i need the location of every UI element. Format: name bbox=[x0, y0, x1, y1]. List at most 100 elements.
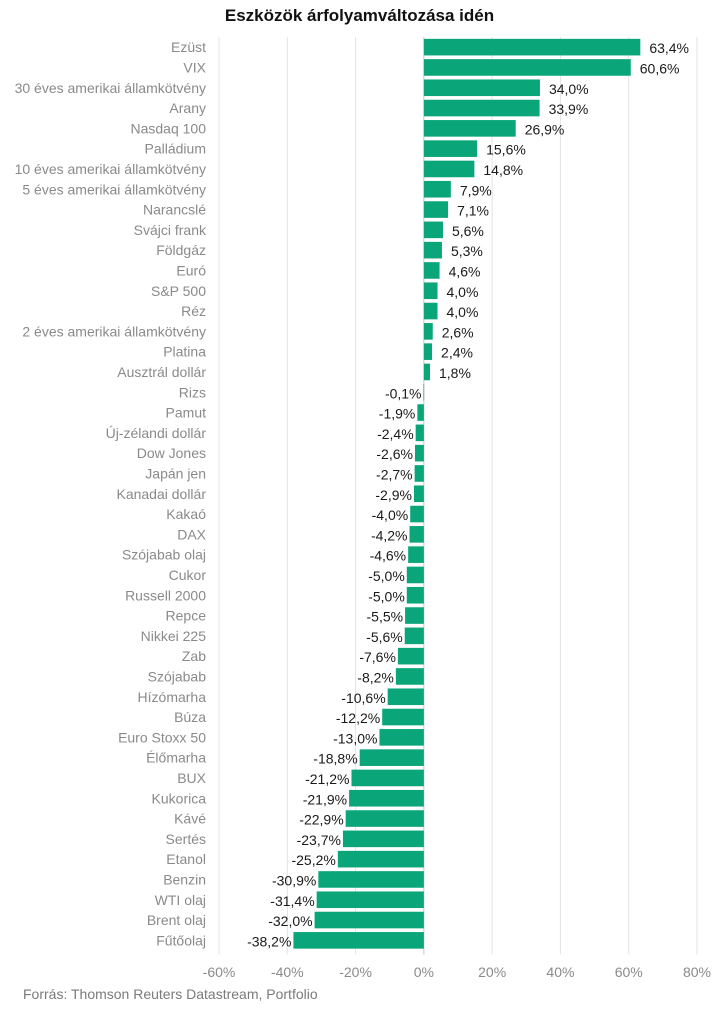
x-tick-label: 0% bbox=[414, 964, 434, 980]
x-tick-label: -20% bbox=[339, 964, 372, 980]
data-label: 4,0% bbox=[447, 284, 479, 300]
bar bbox=[410, 505, 424, 523]
category-label: 5 éves amerikai államkötvény bbox=[22, 181, 206, 197]
data-label: 26,9% bbox=[525, 121, 565, 137]
bar bbox=[408, 546, 424, 563]
bar bbox=[413, 485, 424, 503]
data-label: 5,3% bbox=[451, 243, 483, 259]
bar bbox=[423, 180, 451, 198]
bar bbox=[423, 38, 641, 56]
bar bbox=[423, 363, 431, 381]
category-label: Ausztrál dollár bbox=[117, 364, 206, 380]
data-label: -38,2% bbox=[247, 933, 291, 949]
data-label: -2,6% bbox=[376, 446, 413, 462]
data-label: -8,2% bbox=[357, 669, 394, 685]
category-label: Japán jen bbox=[145, 465, 206, 481]
data-label: -7,6% bbox=[359, 649, 396, 665]
bar bbox=[337, 850, 424, 868]
data-label: -2,9% bbox=[375, 487, 412, 503]
category-label: Brent olaj bbox=[147, 912, 206, 928]
category-label: WTI olaj bbox=[155, 892, 206, 908]
category-label: Pamut bbox=[166, 405, 207, 421]
x-tick-label: 20% bbox=[478, 964, 506, 980]
data-label: 7,9% bbox=[460, 182, 492, 198]
bar bbox=[414, 444, 424, 462]
category-label: Élőmarha bbox=[146, 750, 206, 766]
data-label: 1,8% bbox=[439, 365, 471, 381]
category-label: Platina bbox=[163, 344, 206, 360]
category-label: Kakaó bbox=[166, 506, 206, 522]
category-label: Búza bbox=[174, 709, 206, 725]
category-label: Szójabab olaj bbox=[122, 547, 206, 563]
category-label: Kanadai dollár bbox=[116, 486, 206, 502]
bar bbox=[318, 871, 424, 888]
data-label: 60,6% bbox=[640, 60, 680, 76]
data-label: -5,6% bbox=[366, 629, 403, 645]
category-label: 2 éves amerikai államkötvény bbox=[22, 323, 206, 339]
category-label: VIX bbox=[183, 59, 206, 75]
bar bbox=[423, 323, 433, 340]
data-label: 2,4% bbox=[441, 345, 473, 361]
category-label: Ezüst bbox=[171, 39, 206, 55]
bar bbox=[423, 302, 438, 320]
category-label: Réz bbox=[181, 303, 206, 319]
bar bbox=[414, 465, 424, 482]
bar bbox=[423, 79, 540, 97]
category-label: Nasdaq 100 bbox=[130, 120, 206, 136]
category-label: Zab bbox=[182, 648, 206, 664]
data-label: -4,6% bbox=[370, 548, 407, 564]
data-label: -31,4% bbox=[270, 893, 314, 909]
category-label: Sertés bbox=[166, 831, 206, 847]
category-label: 30 éves amerikai államkötvény bbox=[15, 80, 206, 96]
data-label: 14,8% bbox=[483, 162, 523, 178]
bar bbox=[417, 404, 424, 421]
data-label: 63,4% bbox=[649, 40, 689, 56]
data-label: -5,0% bbox=[368, 568, 405, 584]
data-label: 2,6% bbox=[442, 324, 474, 340]
category-label: 10 éves amerikai államkötvény bbox=[15, 161, 206, 177]
bar bbox=[423, 383, 425, 401]
bar bbox=[359, 749, 424, 766]
data-label: -2,4% bbox=[377, 426, 414, 442]
source-note: Forrás: Thomson Reuters Datastream, Port… bbox=[23, 986, 318, 1002]
bar bbox=[423, 343, 433, 360]
category-label: Narancslé bbox=[143, 202, 206, 218]
category-label: Hízómarha bbox=[138, 689, 207, 705]
bar bbox=[379, 729, 424, 746]
data-label: -21,9% bbox=[303, 791, 347, 807]
category-label: DAX bbox=[177, 526, 206, 542]
data-label: 4,0% bbox=[447, 304, 479, 320]
data-label: -13,0% bbox=[333, 730, 377, 746]
data-label: -4,2% bbox=[371, 527, 408, 543]
bar bbox=[423, 282, 438, 300]
bar bbox=[406, 566, 424, 584]
x-tick-label: 40% bbox=[546, 964, 574, 980]
data-label: -5,0% bbox=[368, 588, 405, 604]
category-label: Palládium bbox=[145, 141, 206, 157]
data-label: -30,9% bbox=[272, 872, 316, 888]
category-label: Etanol bbox=[166, 851, 206, 867]
x-tick-label: 80% bbox=[683, 964, 711, 980]
data-label: -1,9% bbox=[379, 406, 416, 422]
bar bbox=[382, 708, 424, 726]
data-label: 34,0% bbox=[549, 81, 589, 97]
category-label: Nikkei 225 bbox=[141, 628, 207, 644]
data-label: 15,6% bbox=[486, 142, 526, 158]
bar bbox=[293, 932, 424, 949]
category-label: Földgáz bbox=[156, 242, 206, 258]
category-label: Euro Stoxx 50 bbox=[118, 729, 206, 745]
category-label: Fűtőolaj bbox=[156, 932, 206, 948]
data-label: 33,9% bbox=[549, 101, 589, 117]
category-label: Kávé bbox=[174, 811, 206, 827]
bar bbox=[404, 627, 424, 645]
data-label: -2,7% bbox=[376, 466, 413, 482]
bar bbox=[423, 59, 631, 76]
bar bbox=[342, 830, 424, 848]
data-label: 5,6% bbox=[452, 223, 484, 239]
bar bbox=[395, 668, 424, 685]
bar bbox=[405, 607, 424, 624]
bar bbox=[351, 769, 424, 787]
bar bbox=[423, 99, 540, 117]
data-label: -22,9% bbox=[299, 812, 343, 828]
bar bbox=[345, 810, 424, 827]
